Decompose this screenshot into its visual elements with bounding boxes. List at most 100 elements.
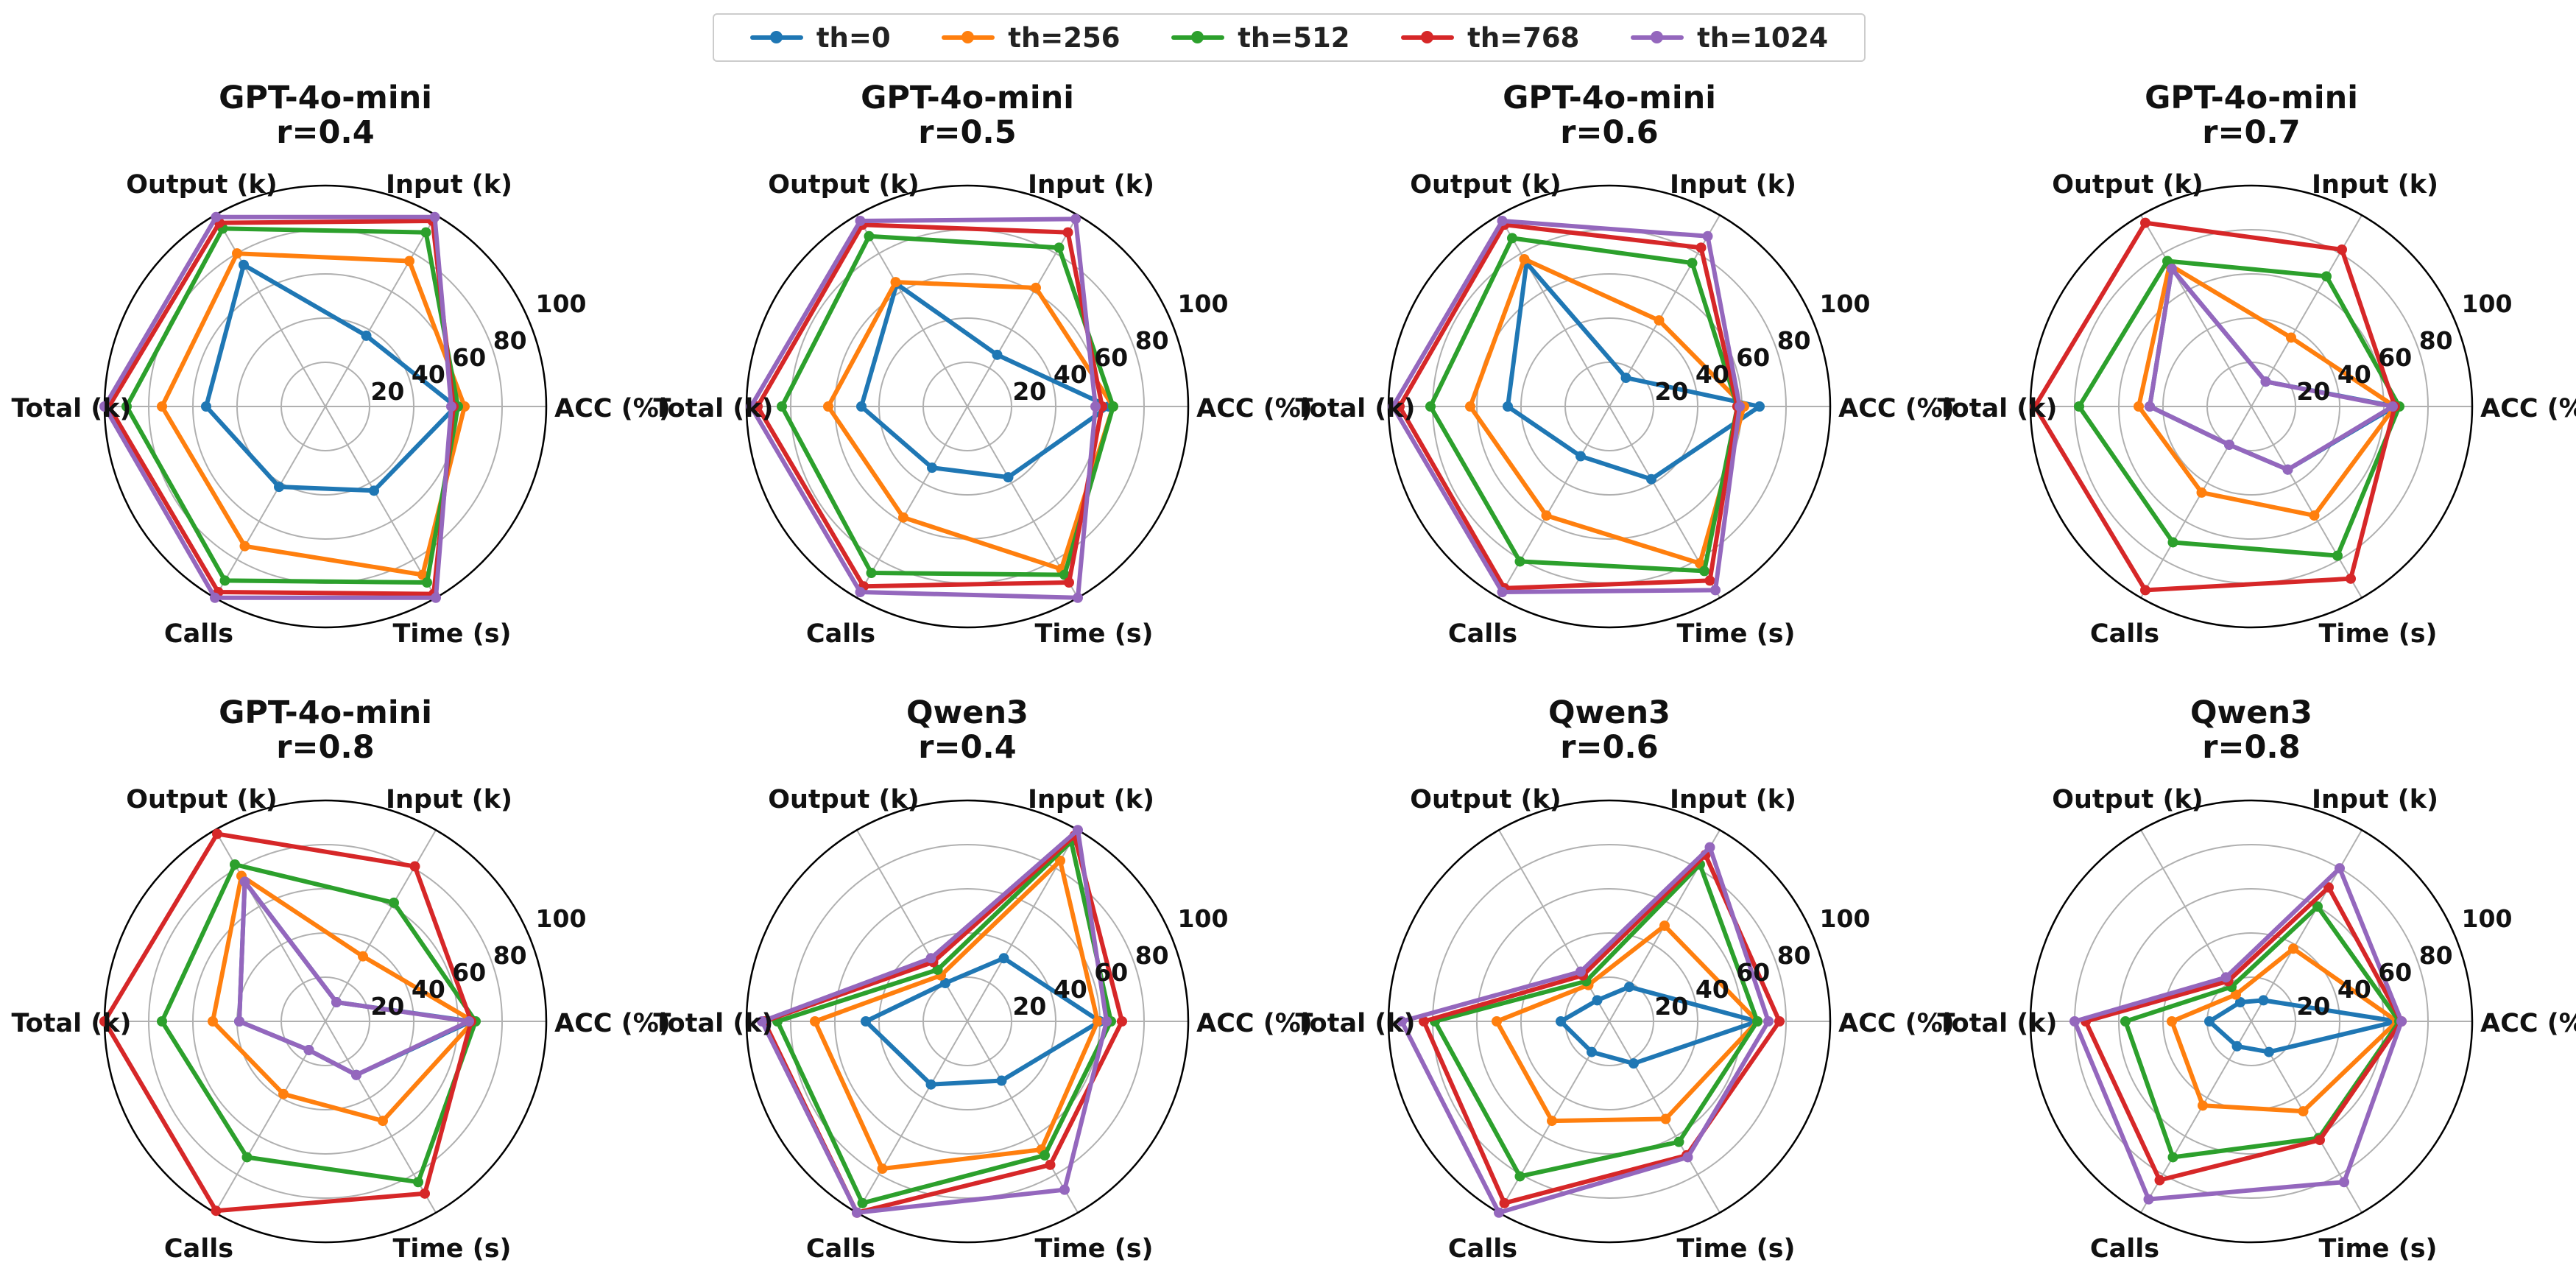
data-point <box>157 401 167 412</box>
data-point <box>1419 1016 1429 1027</box>
data-point <box>1624 982 1634 993</box>
data-point <box>2134 401 2144 412</box>
radial-tick-label: 100 <box>1178 904 1229 933</box>
data-point <box>2167 1016 2177 1027</box>
subplot-title: Qwen3 <box>2190 694 2312 731</box>
axis-label: Input (k) <box>386 170 512 200</box>
subplot-title: GPT-4o-mini <box>219 694 432 731</box>
radial-tick-label: 100 <box>536 904 587 933</box>
data-point <box>2198 1100 2208 1111</box>
axis-label: ACC (%) <box>2480 394 2576 423</box>
grid-spoke <box>2251 406 2362 599</box>
data-point <box>446 401 456 412</box>
axis-label: Calls <box>2090 1234 2159 1264</box>
data-point <box>1646 473 1656 485</box>
subplot-subtitle: r=0.8 <box>2202 729 2300 766</box>
legend-item: th=768 <box>1401 22 1579 54</box>
data-point <box>2396 1016 2407 1027</box>
data-point <box>234 1016 244 1027</box>
axis-label: Time (s) <box>1676 1234 1795 1264</box>
radial-tick-label: 20 <box>2296 377 2330 406</box>
radial-tick-label: 100 <box>1820 289 1871 318</box>
axis-label: ACC (%) <box>1196 394 1313 423</box>
data-point <box>1040 1149 1050 1161</box>
data-point <box>1699 566 1709 577</box>
radial-tick-label: 60 <box>452 343 486 372</box>
data-point <box>464 1016 474 1027</box>
data-point <box>1062 227 1073 238</box>
radial-tick-label: 40 <box>1695 975 1729 1004</box>
grid-spoke <box>214 406 326 599</box>
grid-spoke <box>325 214 437 407</box>
data-point <box>1774 1016 1785 1027</box>
subplot-subtitle: r=0.4 <box>918 729 1016 766</box>
data-point <box>2231 1041 2242 1052</box>
data-point <box>1054 242 1065 253</box>
data-point <box>864 230 875 242</box>
outer-frame <box>2029 799 2474 1244</box>
data-point <box>2140 217 2150 228</box>
radial-tick-label: 80 <box>1135 326 1169 355</box>
data-point <box>358 951 368 962</box>
data-point <box>2204 1016 2215 1027</box>
data-point <box>1425 401 1436 412</box>
grid-spoke <box>1498 406 1610 599</box>
axis-label: Input (k) <box>1028 170 1154 200</box>
radial-tick-label: 20 <box>370 377 404 406</box>
data-point <box>1687 258 1698 269</box>
data-point <box>1673 1136 1684 1147</box>
legend: th=0 th=256 th=512 th=768 th=1024 <box>713 13 1866 62</box>
subplot-title: GPT-4o-mini <box>2145 80 2358 116</box>
axis-label: ACC (%) <box>554 1009 671 1038</box>
data-point <box>757 1016 767 1027</box>
data-point <box>996 1075 1007 1086</box>
data-point <box>420 1188 430 1199</box>
subplot-title: GPT-4o-mini <box>861 80 1074 116</box>
axis-label: Input (k) <box>386 785 512 814</box>
data-point <box>877 1163 888 1175</box>
radial-tick-label: 20 <box>1654 992 1688 1021</box>
data-point <box>2145 401 2155 412</box>
grid-spoke <box>2140 214 2252 407</box>
data-point <box>208 1016 218 1027</box>
legend-swatch <box>1631 31 1684 43</box>
data-point <box>932 964 943 975</box>
legend-swatch <box>749 31 803 43</box>
grid-spoke <box>856 214 968 407</box>
data-point <box>389 897 399 908</box>
data-point <box>232 248 242 259</box>
axis-label: Input (k) <box>1670 785 1796 814</box>
data-point <box>239 259 249 270</box>
axis-label: Output (k) <box>1410 170 1562 200</box>
subplot-subtitle: r=0.5 <box>918 114 1016 151</box>
data-point <box>2140 585 2150 596</box>
data-point <box>413 1177 423 1188</box>
data-point <box>861 1016 871 1027</box>
data-point <box>211 211 222 222</box>
radial-tick-label: 60 <box>1094 343 1128 372</box>
data-point <box>925 953 936 964</box>
data-point <box>2286 332 2296 343</box>
data-point <box>1497 587 1508 598</box>
axis-label: ACC (%) <box>1196 1009 1313 1038</box>
data-point <box>1763 1016 1774 1027</box>
axis-label: Total (k) <box>11 394 131 423</box>
radial-tick-label: 20 <box>2296 992 2330 1021</box>
data-point <box>2143 1194 2154 1205</box>
axis-label: Total (k) <box>1937 1009 2057 1038</box>
radial-tick-label: 20 <box>1012 377 1046 406</box>
radial-tick-label: 40 <box>412 360 445 389</box>
radial-tick-label: 100 <box>536 289 587 318</box>
data-point <box>121 401 132 412</box>
data-point <box>2167 537 2178 548</box>
axis-label: Input (k) <box>1670 170 1796 200</box>
axis-label: Time (s) <box>392 1234 511 1264</box>
data-point <box>855 587 866 598</box>
legend-swatch <box>942 31 995 43</box>
subplot-title: GPT-4o-mini <box>219 80 432 116</box>
data-point <box>1519 253 1530 264</box>
data-point <box>852 1207 862 1218</box>
subplot-subtitle: r=0.8 <box>276 729 374 766</box>
